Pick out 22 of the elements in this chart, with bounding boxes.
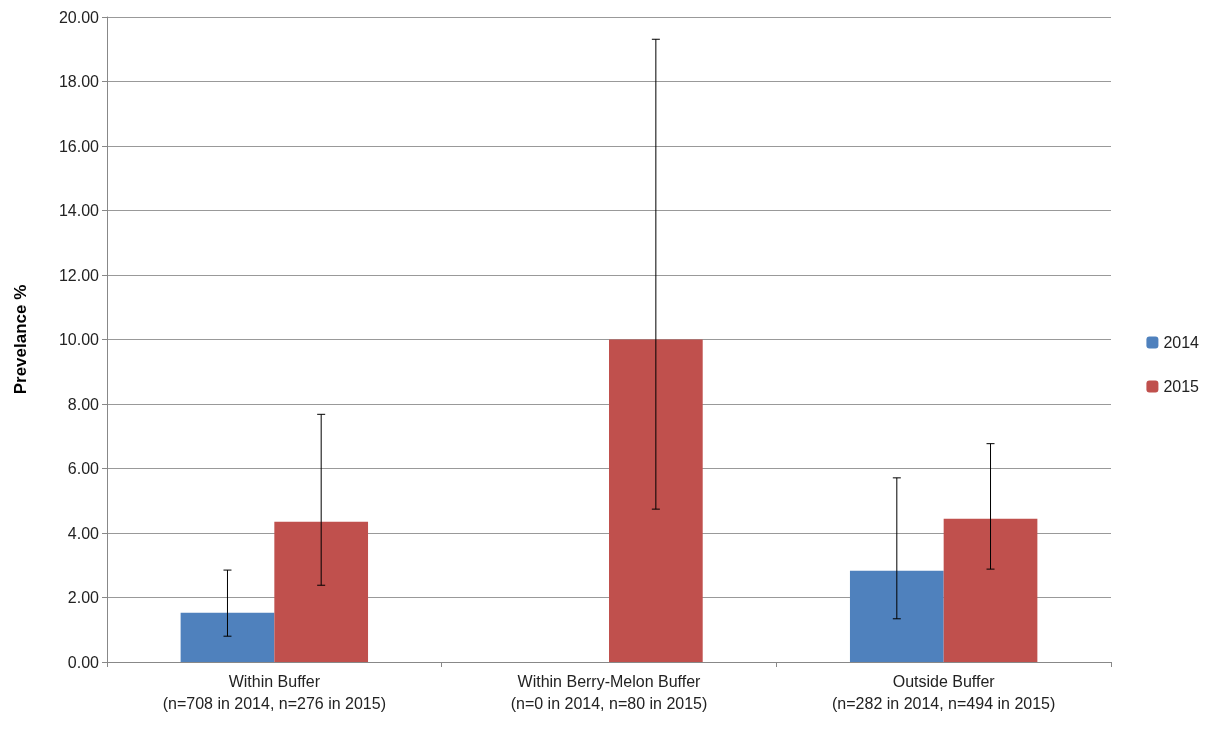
y-tick-label: 12.00 (58, 266, 100, 284)
y-tick-label: 2.00 (67, 589, 100, 606)
y-tick-label: 4.00 (67, 524, 100, 542)
y-tick-label: 8.00 (67, 395, 100, 413)
x-tick-label: Within Berry-Melon Buffer (n=0 in 2014, n=80 in 2015) (510, 672, 708, 712)
bar (609, 339, 703, 662)
y-axis-title: Prevelance % (11, 284, 30, 395)
y-tick-label: 6.00 (67, 460, 100, 477)
legend-label: 2014 (1163, 334, 1200, 351)
bar (849, 570, 944, 662)
y-tick-label: 14.00 (58, 202, 100, 219)
y-tick-label: 18.00 (58, 73, 100, 90)
x-tick-label: Outside Buffer (n=282 in 2014, n=494 in 2015) (832, 672, 1056, 712)
bar (274, 521, 369, 662)
y-tick-label: 0.00 (67, 653, 100, 671)
bar (180, 612, 275, 662)
x-tick-label: Within Buffer (n=708 in 2014, n=276 in 2015) (162, 672, 386, 712)
y-tick-label: 10.00 (58, 331, 100, 348)
legend-label: 2015 (1163, 378, 1200, 395)
bar (943, 518, 1038, 662)
y-tick-label: 20.00 (58, 8, 100, 26)
y-tick-label: 16.00 (58, 137, 100, 155)
